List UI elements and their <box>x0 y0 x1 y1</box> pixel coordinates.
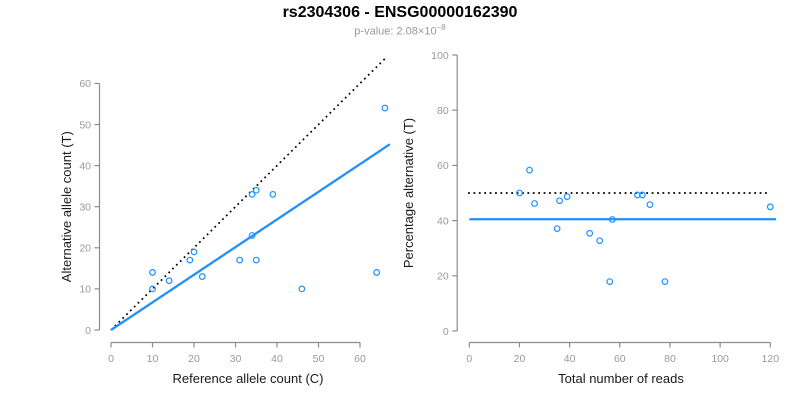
x-tick-label: 60 <box>354 353 366 365</box>
y-tick-label: 20 <box>437 271 449 283</box>
data-point <box>556 197 563 205</box>
y-tick-label: 40 <box>79 160 91 172</box>
x-tick-label: 20 <box>514 353 526 365</box>
y-tick-label: 60 <box>437 160 449 172</box>
y-tick-label: 60 <box>79 78 91 90</box>
x-tick-label: 120 <box>762 353 780 365</box>
data-point <box>563 193 571 200</box>
x-axis-title: Total number of reads <box>558 371 684 386</box>
y-tick-label: 80 <box>437 105 449 117</box>
data-point <box>236 256 244 264</box>
data-point <box>553 225 561 233</box>
data-point <box>165 277 173 285</box>
pvalue-text: p-value: 2.08×10 <box>354 25 437 38</box>
data-point <box>252 256 260 264</box>
x-tick-label: 30 <box>230 353 242 365</box>
data-point <box>269 190 277 198</box>
y-tick-label: 0 <box>443 326 449 338</box>
data-point <box>252 186 260 194</box>
y-tick-label: 10 <box>79 284 91 296</box>
data-point <box>186 256 194 264</box>
x-tick-label: 0 <box>466 353 472 365</box>
data-point <box>248 232 256 239</box>
y-axis-title: Percentage alternative (T) <box>401 118 416 268</box>
y-axis-title: Alternative allele count (T) <box>59 131 74 282</box>
data-point <box>661 278 669 285</box>
data-point <box>149 269 156 276</box>
right-scatter-plot: 0 20 40 60 80 100 120 0 20 40 60 80 100 Total number … <box>401 50 779 386</box>
data-point <box>596 237 604 245</box>
data-point <box>149 285 156 293</box>
x-tick-label: 0 <box>108 353 114 365</box>
left-scatter-plot: 0 10 20 30 40 50 60 0 10 20 30 40 50 60 Reference alle… <box>59 56 391 386</box>
data-point <box>638 191 646 199</box>
data-point <box>198 273 206 280</box>
y-tick-label: 20 <box>79 243 91 255</box>
x-tick-label: 10 <box>147 353 159 365</box>
y-tick-label: 50 <box>79 119 91 131</box>
y-tick-label: 40 <box>437 215 449 227</box>
data-point <box>531 200 538 207</box>
x-tick-label: 50 <box>313 353 325 365</box>
pvalue-exponent: −8 <box>436 23 446 32</box>
x-axis-title: Reference allele count (C) <box>172 371 323 386</box>
x-tick-label: 60 <box>614 353 626 365</box>
data-point <box>526 166 533 174</box>
data-point <box>766 203 774 211</box>
data-point <box>381 104 389 112</box>
data-point <box>373 269 381 276</box>
figure-subtitle: p-value: 2.08×10−8 <box>0 23 800 38</box>
x-tick-label: 40 <box>564 353 576 365</box>
data-point <box>516 189 523 197</box>
x-tick-label: 80 <box>664 353 676 365</box>
data-point <box>608 216 616 223</box>
data-point <box>586 229 594 237</box>
y-tick-label: 30 <box>79 202 91 214</box>
data-point <box>646 201 654 208</box>
x-tick-label: 20 <box>188 353 200 365</box>
x-tick-label: 100 <box>711 353 729 365</box>
data-point <box>606 278 614 285</box>
identity-line <box>110 56 388 331</box>
data-point <box>190 248 198 256</box>
y-tick-label: 100 <box>431 50 449 62</box>
y-tick-label: 0 <box>85 325 91 337</box>
x-tick-label: 40 <box>271 353 283 365</box>
data-point <box>298 285 306 293</box>
data-point <box>248 190 256 198</box>
figure-title: rs2304306 - ENSG00000162390 <box>282 4 518 21</box>
